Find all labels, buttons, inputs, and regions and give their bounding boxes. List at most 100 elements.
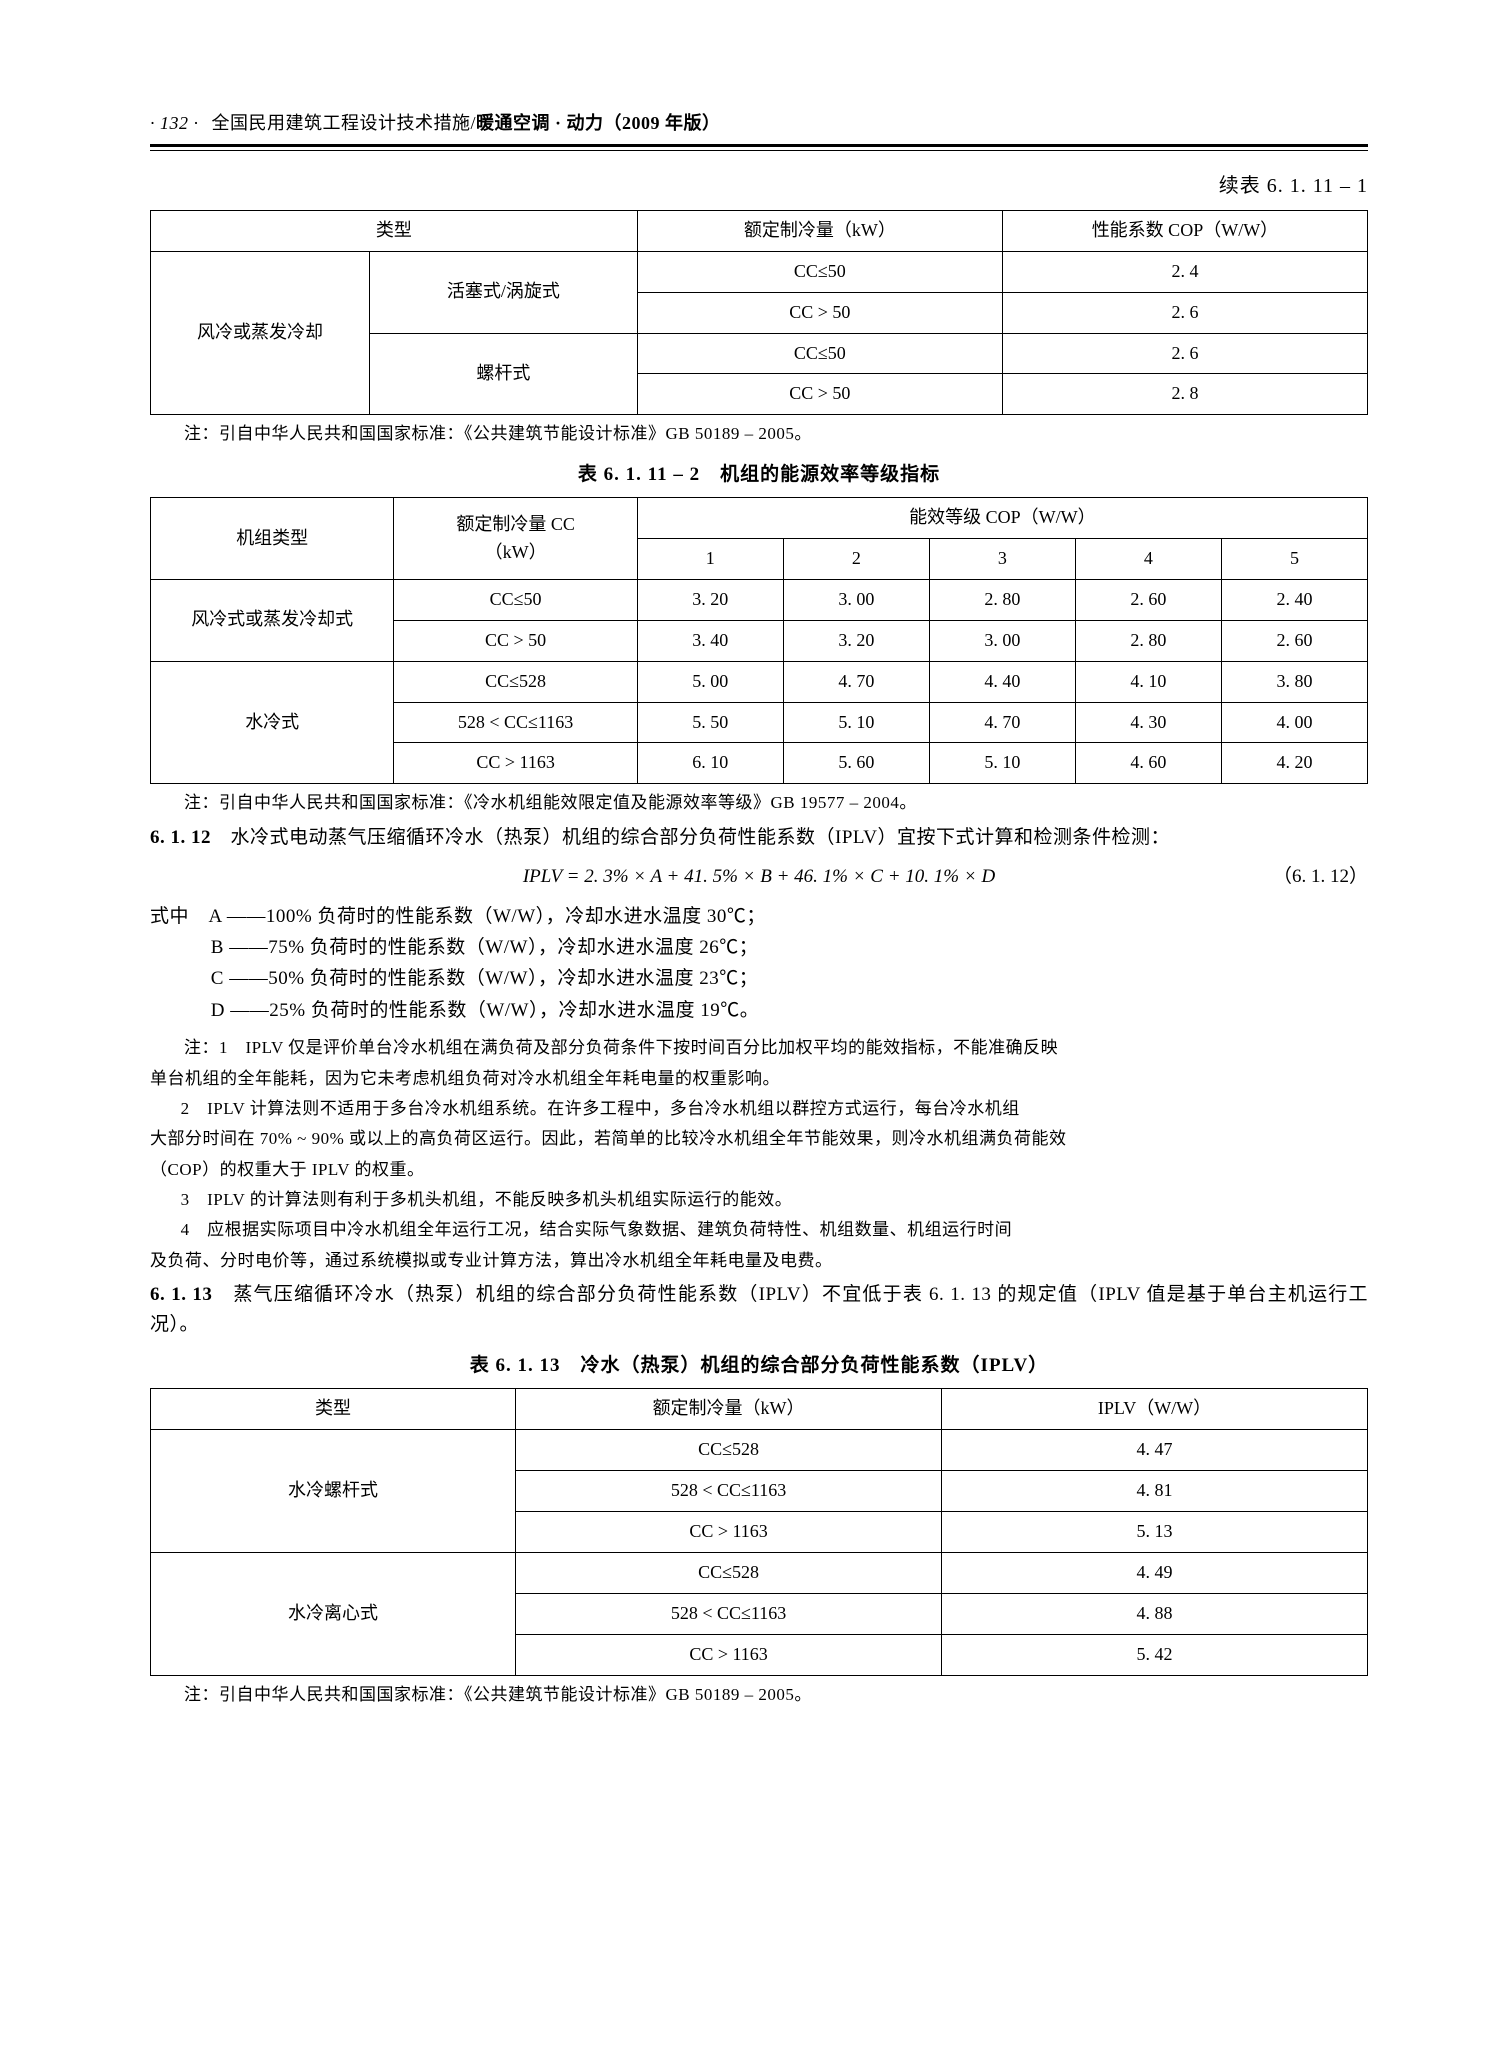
cell: 4. 70 bbox=[929, 702, 1075, 743]
th-cc: 额定制冷量（kW） bbox=[637, 210, 1002, 251]
cell: 5. 10 bbox=[783, 702, 929, 743]
th-cc: 额定制冷量（kW） bbox=[516, 1389, 942, 1430]
note-4a: 4 应根据实际项目中冷水机组全年运行工况，结合实际气象数据、建筑负荷特性、机组数… bbox=[150, 1217, 1368, 1243]
formula-text: IPLV = 2. 3% × A + 41. 5% × B + 46. 1% ×… bbox=[523, 862, 995, 891]
cell-subtype: 螺杆式 bbox=[370, 333, 638, 415]
table-6-1-13: 类型 额定制冷量（kW） IPLV（W/W） 水冷螺杆式 CC≤528 4. 4… bbox=[150, 1388, 1368, 1675]
th-type: 类型 bbox=[151, 210, 638, 251]
table-row: 类型 额定制冷量（kW） IPLV（W/W） bbox=[151, 1389, 1368, 1430]
th-g5: 5 bbox=[1221, 539, 1367, 580]
cell-cc: CC > 50 bbox=[637, 374, 1002, 415]
table1-note: 注：引自中华人民共和国国家标准：《公共建筑节能设计标准》GB 50189 – 2… bbox=[150, 421, 1368, 447]
cell-cc: 528 < CC≤1163 bbox=[516, 1471, 942, 1512]
cell-group: 风冷式或蒸发冷却式 bbox=[151, 579, 394, 661]
cell-cop: 2. 4 bbox=[1002, 251, 1367, 292]
cell-cop: 2. 6 bbox=[1002, 333, 1367, 374]
table2-note: 注：引自中华人民共和国国家标准：《冷水机组能效限定值及能源效率等级》GB 195… bbox=[150, 790, 1368, 816]
cell-group: 水冷螺杆式 bbox=[151, 1430, 516, 1553]
th-g2: 2 bbox=[783, 539, 929, 580]
table-row: 水冷螺杆式 CC≤528 4. 47 bbox=[151, 1430, 1368, 1471]
cell: 5. 10 bbox=[929, 743, 1075, 784]
table-row: 水冷式 CC≤528 5. 00 4. 70 4. 40 4. 10 3. 80 bbox=[151, 661, 1368, 702]
table-6-1-11-1: 类型 额定制冷量（kW） 性能系数 COP（W/W） 风冷或蒸发冷却 活塞式/涡… bbox=[150, 210, 1368, 415]
section-number: 6. 1. 13 bbox=[150, 1284, 212, 1305]
cell: 3. 80 bbox=[1221, 661, 1367, 702]
cell-group: 风冷或蒸发冷却 bbox=[151, 251, 370, 415]
cell-iplv: 4. 49 bbox=[942, 1552, 1368, 1593]
table3-title: 表 6. 1. 13 冷水（热泵）机组的综合部分负荷性能系数（IPLV） bbox=[150, 1351, 1368, 1380]
cell-cc: CC≤528 bbox=[516, 1552, 942, 1593]
table3-note: 注：引自中华人民共和国国家标准：《公共建筑节能设计标准》GB 50189 – 2… bbox=[150, 1682, 1368, 1708]
cell-cop: 2. 6 bbox=[1002, 292, 1367, 333]
section-text: 水冷式电动蒸气压缩循环冷水（热泵）机组的综合部分负荷性能系数（IPLV）宜按下式… bbox=[211, 827, 1170, 848]
table-row: 水冷离心式 CC≤528 4. 49 bbox=[151, 1552, 1368, 1593]
table-row: 机组类型 额定制冷量 CC （kW） 能效等级 COP（W/W） bbox=[151, 498, 1368, 539]
cell-group: 水冷式 bbox=[151, 661, 394, 784]
table-6-1-11-2: 机组类型 额定制冷量 CC （kW） 能效等级 COP（W/W） 1 2 3 4… bbox=[150, 497, 1368, 784]
cell: 3. 20 bbox=[637, 579, 783, 620]
cell: 4. 70 bbox=[783, 661, 929, 702]
header-title-prefix: 全国民用建筑工程设计技术措施/ bbox=[212, 113, 477, 133]
cell: 4. 20 bbox=[1221, 743, 1367, 784]
def-C: C ——50% 负荷时的性能系数（W/W），冷却水进水温度 23℃； bbox=[150, 964, 1368, 993]
th-cc: 额定制冷量 CC （kW） bbox=[394, 498, 637, 580]
table-row: 类型 额定制冷量（kW） 性能系数 COP（W/W） bbox=[151, 210, 1368, 251]
th-type: 机组类型 bbox=[151, 498, 394, 580]
cell: 4. 00 bbox=[1221, 702, 1367, 743]
formula-iplv: IPLV = 2. 3% × A + 41. 5% × B + 46. 1% ×… bbox=[150, 862, 1368, 891]
cell: 2. 40 bbox=[1221, 579, 1367, 620]
def-D: D ——25% 负荷时的性能系数（W/W），冷却水进水温度 19℃。 bbox=[150, 996, 1368, 1025]
th-g1: 1 bbox=[637, 539, 783, 580]
cell-cc: CC≤528 bbox=[516, 1430, 942, 1471]
equation-number: （6. 1. 12） bbox=[1273, 862, 1368, 891]
section-6-1-13: 6. 1. 13 蒸气压缩循环冷水（热泵）机组的综合部分负荷性能系数（IPLV）… bbox=[150, 1280, 1368, 1339]
cell: 2. 80 bbox=[1075, 620, 1221, 661]
page-header: · 132 · 全国民用建筑工程设计技术措施/暖通空调 · 动力（2009 年版… bbox=[150, 110, 1368, 138]
cell-cc: CC > 1163 bbox=[516, 1512, 942, 1553]
cell-cc: CC > 50 bbox=[637, 292, 1002, 333]
cell-iplv: 5. 42 bbox=[942, 1634, 1368, 1675]
table2-title: 表 6. 1. 11 – 2 机组的能源效率等级指标 bbox=[150, 460, 1368, 489]
th-type: 类型 bbox=[151, 1389, 516, 1430]
cell: 2. 60 bbox=[1075, 579, 1221, 620]
cell: 5. 60 bbox=[783, 743, 929, 784]
cell-cc: CC≤50 bbox=[637, 333, 1002, 374]
section-6-1-12: 6. 1. 12 水冷式电动蒸气压缩循环冷水（热泵）机组的综合部分负荷性能系数（… bbox=[150, 823, 1368, 852]
section-number: 6. 1. 12 bbox=[150, 827, 211, 848]
cell: 4. 40 bbox=[929, 661, 1075, 702]
th-cop-group: 能效等级 COP（W/W） bbox=[637, 498, 1367, 539]
def-A: 式中 A ——100% 负荷时的性能系数（W/W），冷却水进水温度 30℃； bbox=[150, 902, 1368, 931]
cell-cc: CC≤528 bbox=[394, 661, 637, 702]
cell: 2. 80 bbox=[929, 579, 1075, 620]
cell-cc: CC > 1163 bbox=[516, 1634, 942, 1675]
cell-group: 水冷离心式 bbox=[151, 1552, 516, 1675]
note-2a: 2 IPLV 计算法则不适用于多台冷水机组系统。在许多工程中，多台冷水机组以群控… bbox=[150, 1096, 1368, 1122]
cell-cc: CC > 1163 bbox=[394, 743, 637, 784]
th-cop: 性能系数 COP（W/W） bbox=[1002, 210, 1367, 251]
def-B: B ——75% 负荷时的性能系数（W/W），冷却水进水温度 26℃； bbox=[150, 933, 1368, 962]
th-cc-unit: （kW） bbox=[485, 542, 547, 562]
cell: 3. 00 bbox=[929, 620, 1075, 661]
variable-definitions: 式中 A ——100% 负荷时的性能系数（W/W），冷却水进水温度 30℃； B… bbox=[150, 902, 1368, 1026]
table1-continued-caption: 续表 6. 1. 11 – 1 bbox=[150, 171, 1368, 202]
cell: 6. 10 bbox=[637, 743, 783, 784]
note-1a: 注：1 IPLV 仅是评价单台冷水机组在满负荷及部分负荷条件下按时间百分比加权平… bbox=[150, 1035, 1368, 1061]
header-title-bold: 暖通空调 · 动力（2009 年版） bbox=[476, 113, 721, 133]
cell-cc: CC > 50 bbox=[394, 620, 637, 661]
cell: 3. 40 bbox=[637, 620, 783, 661]
note-1b: 单台机组的全年能耗，因为它未考虑机组负荷对冷水机组全年耗电量的权重影响。 bbox=[150, 1066, 1368, 1092]
cell-cop: 2. 8 bbox=[1002, 374, 1367, 415]
note-3: 3 IPLV 的计算法则有利于多机头机组，不能反映多机头机组实际运行的能效。 bbox=[150, 1187, 1368, 1213]
cell-iplv: 5. 13 bbox=[942, 1512, 1368, 1553]
cell: 3. 00 bbox=[783, 579, 929, 620]
cell-iplv: 4. 81 bbox=[942, 1471, 1368, 1512]
note-2c: （COP）的权重大于 IPLV 的权重。 bbox=[150, 1157, 1368, 1183]
section-text: 蒸气压缩循环冷水（热泵）机组的综合部分负荷性能系数（IPLV）不宜低于表 6. … bbox=[150, 1284, 1368, 1334]
cell-iplv: 4. 88 bbox=[942, 1593, 1368, 1634]
cell: 3. 20 bbox=[783, 620, 929, 661]
cell-cc: 528 < CC≤1163 bbox=[394, 702, 637, 743]
cell: 4. 30 bbox=[1075, 702, 1221, 743]
note-4b: 及负荷、分时电价等，通过系统模拟或专业计算方法，算出冷水机组全年耗电量及电费。 bbox=[150, 1248, 1368, 1274]
page-number: · 132 · bbox=[150, 113, 199, 133]
cell-cc: 528 < CC≤1163 bbox=[516, 1593, 942, 1634]
